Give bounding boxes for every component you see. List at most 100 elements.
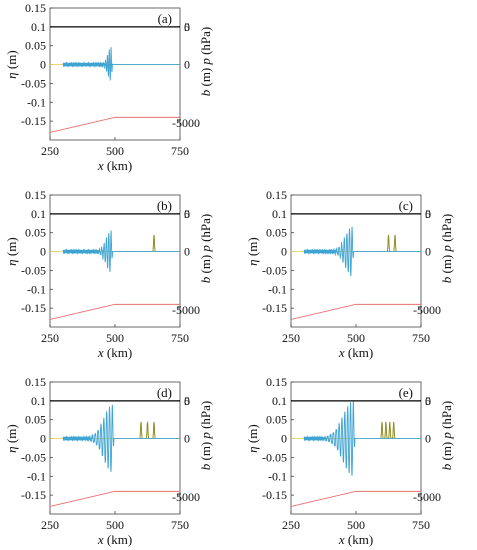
- eta-wave-line: [62, 47, 180, 81]
- pressure-pulse: [393, 234, 397, 252]
- eta-tick-label: 0.1: [272, 207, 287, 221]
- pressure-line: [291, 234, 421, 253]
- pressure-pulse: [386, 234, 391, 252]
- p-tick-label: 5: [184, 394, 190, 408]
- p-tick-label: 0: [425, 245, 431, 259]
- eta-tick-label: 0.15: [25, 1, 46, 15]
- eta-wave-line: [303, 401, 421, 476]
- eta-tick-label: -0.15: [21, 301, 46, 315]
- p-tick-label: 0: [184, 245, 190, 259]
- panel-label: (d): [157, 385, 172, 400]
- panel-label: (a): [158, 11, 172, 26]
- pressure-line: [50, 421, 180, 440]
- x-tick-label: 750: [412, 518, 430, 532]
- eta-tick-label: 0.15: [266, 188, 287, 202]
- bathymetry-axis-label: b (m): [198, 442, 213, 471]
- panel-label: (b): [157, 198, 172, 213]
- x-axis-label: x (km): [97, 345, 132, 360]
- pressure-line: [291, 421, 421, 440]
- b-tick-label: 0: [425, 394, 431, 408]
- b-tick-label: 0: [184, 394, 190, 408]
- eta-tick-label: -0.05: [262, 263, 287, 277]
- eta-tick-label: -0.05: [21, 450, 46, 464]
- p-tick-label: 0: [184, 58, 190, 72]
- p-tick-label: 5: [184, 20, 190, 34]
- bathymetry-line: [49, 490, 180, 507]
- eta-tick-label: -0.1: [268, 282, 287, 296]
- bathymetry-line: [49, 303, 180, 320]
- x-tick-label: 750: [412, 331, 430, 345]
- b-tick-label: -5000: [413, 303, 441, 317]
- eta-tick-label: 0: [40, 245, 46, 259]
- bathymetry-axis-label: b (m): [198, 68, 213, 97]
- x-axis-label: x (km): [97, 532, 132, 547]
- eta-wave-line: [303, 226, 421, 277]
- plot-frame: [49, 194, 181, 328]
- x-tick-label: 500: [347, 331, 365, 345]
- eta-axis-label: η (m): [245, 424, 260, 452]
- pressure-axis-label: p (hPa): [198, 214, 213, 253]
- pressure-axis-label: p (hPa): [439, 401, 454, 440]
- eta-tick-label: 0.05: [25, 39, 46, 53]
- eta-tick-label: 0: [40, 432, 46, 446]
- x-tick-label: 250: [41, 331, 59, 345]
- pressure-pulse: [152, 234, 156, 252]
- plot-frame: [49, 7, 181, 141]
- eta-tick-label: 0.15: [25, 188, 46, 202]
- eta-axis-label: η (m): [4, 237, 19, 265]
- p-tick-label: 5: [425, 207, 431, 221]
- x-tick-label: 250: [41, 518, 59, 532]
- b-tick-label: -5000: [172, 116, 200, 130]
- pressure-pulse: [388, 421, 392, 439]
- eta-wave-line: [62, 230, 180, 272]
- eta-axis-label: η (m): [4, 424, 19, 452]
- pressure-pulse: [139, 421, 143, 439]
- pressure-pulse: [384, 421, 388, 439]
- eta-tick-label: 0.05: [266, 226, 287, 240]
- p-tick-label: 5: [425, 394, 431, 408]
- eta-tick-label: 0.05: [25, 413, 46, 427]
- p-tick-label: 0: [184, 432, 190, 446]
- bathymetry-axis-label: b (m): [439, 255, 454, 284]
- eta-tick-label: 0.15: [25, 375, 46, 389]
- b-tick-label: 0: [184, 207, 190, 221]
- x-tick-label: 250: [41, 144, 59, 158]
- eta-tick-label: -0.05: [21, 76, 46, 90]
- bathymetry-axis-label: b (m): [439, 442, 454, 471]
- eta-tick-label: 0: [281, 245, 287, 259]
- b-tick-label: 0: [184, 20, 190, 34]
- eta-tick-label: 0.1: [31, 207, 46, 221]
- eta-tick-label: -0.1: [27, 469, 46, 483]
- eta-tick-label: -0.05: [21, 263, 46, 277]
- x-tick-label: 500: [106, 518, 124, 532]
- pressure-pulse: [152, 421, 156, 439]
- p-tick-label: 0: [425, 432, 431, 446]
- p-tick-label: 5: [184, 207, 190, 221]
- x-tick-label: 500: [347, 518, 365, 532]
- panel-label: (c): [399, 198, 413, 213]
- eta-tick-label: -0.1: [27, 95, 46, 109]
- b-tick-label: -5000: [413, 490, 441, 504]
- pressure-pulse: [391, 421, 396, 439]
- eta-tick-label: 0.1: [31, 20, 46, 34]
- pressure-pulse: [145, 421, 150, 439]
- x-tick-label: 500: [106, 331, 124, 345]
- b-tick-label: -5000: [172, 303, 200, 317]
- x-axis-label: x (km): [338, 532, 373, 547]
- eta-axis-label: η (m): [4, 50, 19, 78]
- eta-tick-label: 0: [40, 58, 46, 72]
- bathymetry-line: [290, 303, 421, 320]
- x-tick-label: 250: [282, 518, 300, 532]
- plot-frame: [290, 194, 422, 328]
- x-axis-label: x (km): [97, 158, 132, 173]
- eta-tick-label: -0.15: [262, 301, 287, 315]
- eta-wave-line: [62, 404, 180, 472]
- pressure-axis-label: p (hPa): [198, 27, 213, 66]
- panel-label: (e): [399, 385, 413, 400]
- eta-axis-label: η (m): [245, 237, 260, 265]
- eta-tick-label: 0.1: [272, 394, 287, 408]
